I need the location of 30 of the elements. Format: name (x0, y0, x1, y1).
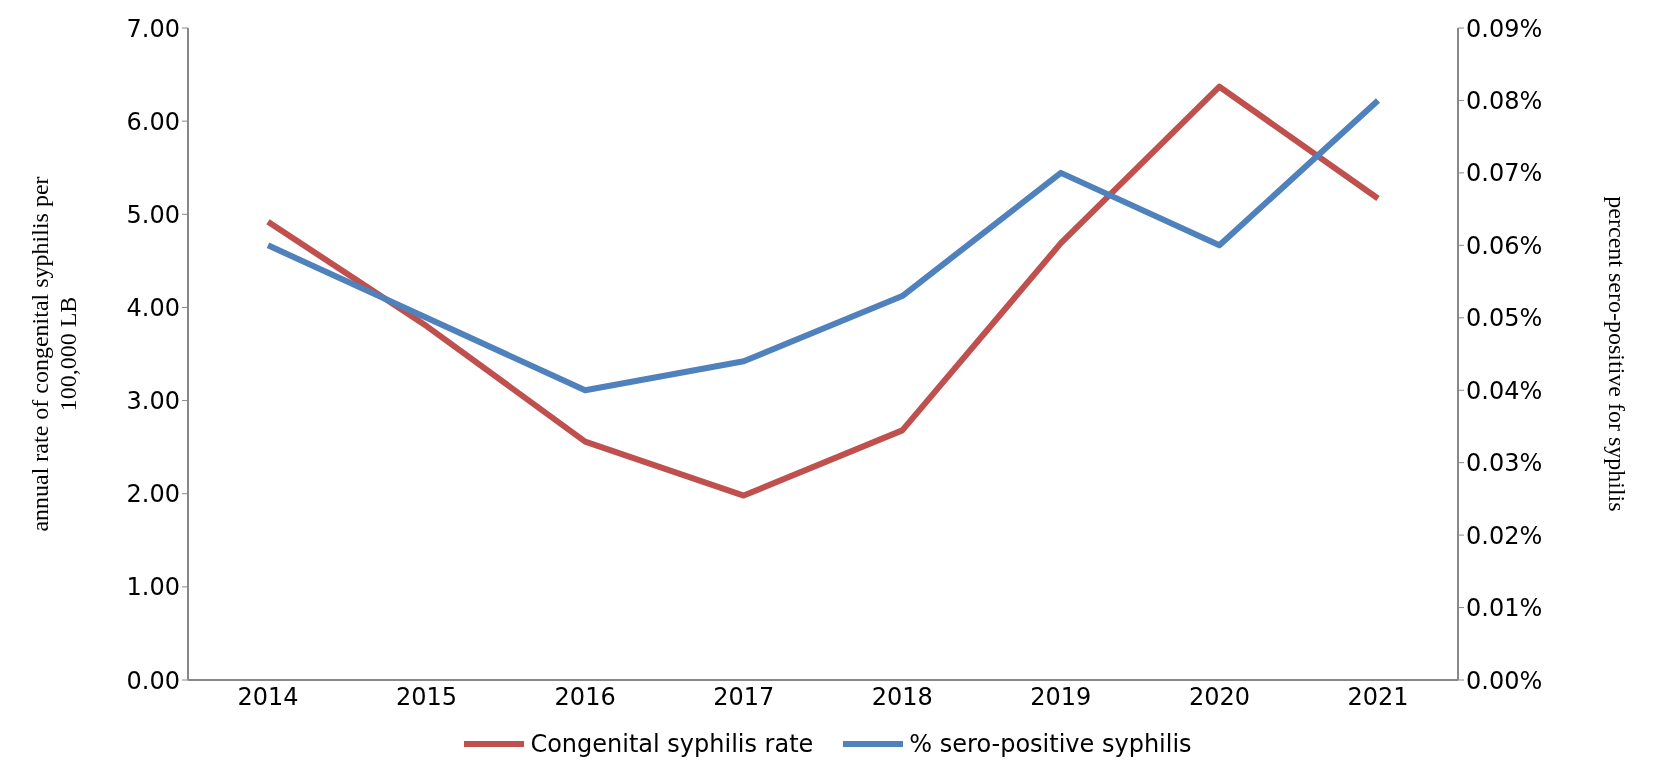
x-tick-label: 2020 (1188, 683, 1250, 712)
y2-tick-label: 0.04% (1466, 376, 1543, 405)
x-tick-label: 2021 (1347, 683, 1409, 712)
y2-tick-label: 0.06% (1466, 231, 1543, 260)
y-tick-label: 3.00 (126, 387, 180, 416)
y2-tick-label: 0.08% (1466, 86, 1543, 115)
y2-tick-label: 0.01% (1466, 594, 1543, 623)
y2-axis-title: percent sero-positive for syphilis (1603, 196, 1630, 512)
x-tick-label: 2015 (396, 683, 458, 712)
y-tick-label: 7.00 (126, 14, 180, 43)
y-tick-label: 1.00 (126, 573, 180, 602)
y-tick-label: 2.00 (126, 480, 180, 509)
y2-tick-label: 0.09% (1466, 14, 1543, 43)
legend-label: Congenital syphilis rate (529, 730, 814, 758)
x-tick-label: 2017 (713, 683, 775, 712)
y-axis-title: annual rate of congenital syphilis per 100,000 LB (26, 176, 81, 532)
y-tick-label: 5.00 (126, 200, 180, 229)
y-tick-label: 4.00 (126, 293, 180, 322)
y2-tick-label: 0.05% (1466, 304, 1543, 333)
y-tick-label: 0.00 (126, 666, 180, 695)
y2-tick-label: 0.02% (1466, 521, 1543, 550)
legend-label: % sero-positive syphilis (908, 730, 1192, 758)
x-tick-label: 2019 (1030, 683, 1092, 712)
y-tick-label: 6.00 (126, 107, 180, 136)
y2-tick-label: 0.00% (1466, 666, 1543, 695)
x-tick-label: 2018 (871, 683, 933, 712)
y2-tick-label: 0.07% (1466, 159, 1543, 188)
x-tick-label: 2016 (554, 683, 616, 712)
x-tick-label: 2014 (237, 683, 299, 712)
y2-tick-label: 0.03% (1466, 449, 1543, 478)
